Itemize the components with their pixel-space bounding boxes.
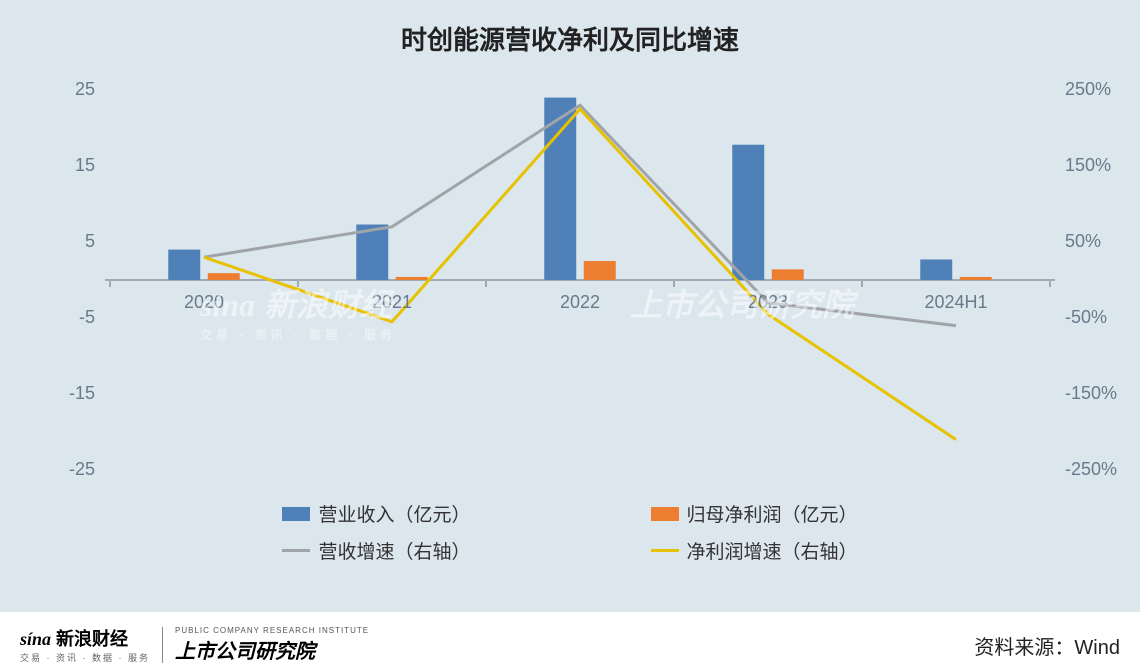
legend-label: 营收增速（右轴） [318,537,470,564]
bar-netprofit [772,269,804,280]
legend-item: 营收增速（右轴） [282,537,470,564]
x-tick: 2021 [352,292,432,313]
bar-netprofit [960,277,992,280]
legend-line-swatch [282,549,310,552]
right-tick: 50% [1065,231,1101,252]
source-label: 资料来源：Wind [974,631,1120,660]
x-tick: 2022 [540,292,620,313]
logo-divider [162,627,163,663]
legend-label: 营业收入（亿元） [318,500,470,527]
left-tick: 25 [75,79,95,100]
legend: 营业收入（亿元） 归母净利润（亿元） 营收增速（右轴） 净利润增速（右轴） [0,500,1140,574]
footer-logos: sína 新浪财经 交易 · 资讯 · 数据 · 服务 PUBLIC COMPA… [20,625,369,664]
research-logo: PUBLIC COMPANY RESEARCH INSTITUTE 上市公司研究… [175,626,369,664]
bar-netprofit [208,273,240,280]
x-tick: 2024H1 [916,292,996,313]
right-tick: 150% [1065,155,1111,176]
right-tick: 250% [1065,79,1111,100]
left-tick: -15 [69,383,95,404]
legend-bar-swatch [282,507,310,521]
legend-item: 营业收入（亿元） [282,500,470,527]
legend-bar-swatch [651,507,679,521]
left-tick: 5 [85,231,95,252]
footer: sína 新浪财经 交易 · 资讯 · 数据 · 服务 PUBLIC COMPA… [0,612,1140,672]
left-tick: 15 [75,155,95,176]
x-tick: 2023 [728,292,808,313]
left-tick: -25 [69,459,95,480]
bar-netprofit [584,261,616,280]
left-tick: -5 [79,307,95,328]
legend-label: 净利润增速（右轴） [687,537,858,564]
right-tick: -50% [1065,307,1107,328]
right-tick: -250% [1065,459,1117,480]
right-tick: -150% [1065,383,1117,404]
legend-line-swatch [651,549,679,552]
bar-revenue [168,250,200,280]
legend-item: 归母净利润（亿元） [651,500,858,527]
line-series [204,109,956,440]
bar-revenue [732,145,764,280]
bar-revenue [920,259,952,280]
sina-logo: sína 新浪财经 交易 · 资讯 · 数据 · 服务 [20,625,150,664]
chart-container: 时创能源营收净利及同比增速 25155-5-15-25 250%150%50%-… [0,0,1140,672]
bar-netprofit [396,277,428,280]
x-tick: 2020 [164,292,244,313]
legend-label: 归母净利润（亿元） [687,500,858,527]
legend-item: 净利润增速（右轴） [651,537,858,564]
